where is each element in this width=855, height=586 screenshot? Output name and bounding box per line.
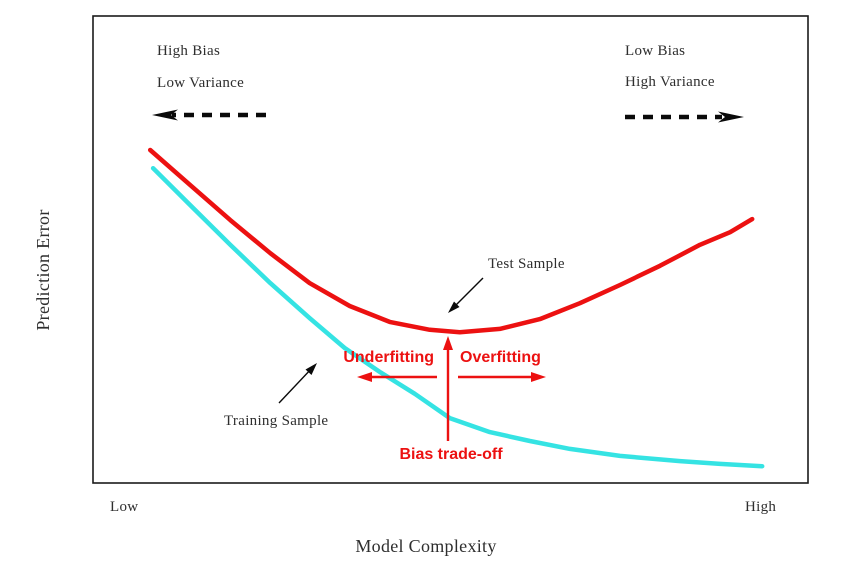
high-variance-dashed-arrow-icon	[625, 111, 744, 123]
low-bias-label: Low Bias	[625, 43, 686, 59]
high-variance-label: High Variance	[625, 74, 715, 90]
test-error-curve	[147, 147, 755, 335]
test-sample-arrow-icon	[448, 277, 484, 313]
y-axis-title: Prediction Error	[33, 209, 54, 331]
bias-tradeoff-arrow-icon	[443, 336, 453, 441]
training-sample-label: Training Sample	[224, 413, 329, 429]
x-axis-low-label: Low	[110, 499, 139, 515]
bias-tradeoff-label: Bias trade-off	[399, 446, 503, 463]
plot-frame	[92, 15, 809, 484]
underfitting-label: Underfitting	[343, 349, 434, 366]
training-sample-arrow-icon	[278, 363, 317, 404]
x-axis-title: Model Complexity	[355, 536, 497, 556]
underfitting-arrow-icon	[357, 372, 437, 382]
training-error-curve	[150, 165, 765, 469]
overfitting-label: Overfitting	[460, 349, 541, 366]
overfitting-arrow-icon	[458, 372, 546, 382]
high-bias-dashed-arrow-icon	[152, 109, 266, 121]
high-bias-label: High Bias	[157, 43, 221, 59]
test-sample-label: Test Sample	[488, 256, 565, 272]
low-variance-label: Low Variance	[157, 75, 245, 91]
x-axis-high-label: High	[745, 499, 777, 515]
